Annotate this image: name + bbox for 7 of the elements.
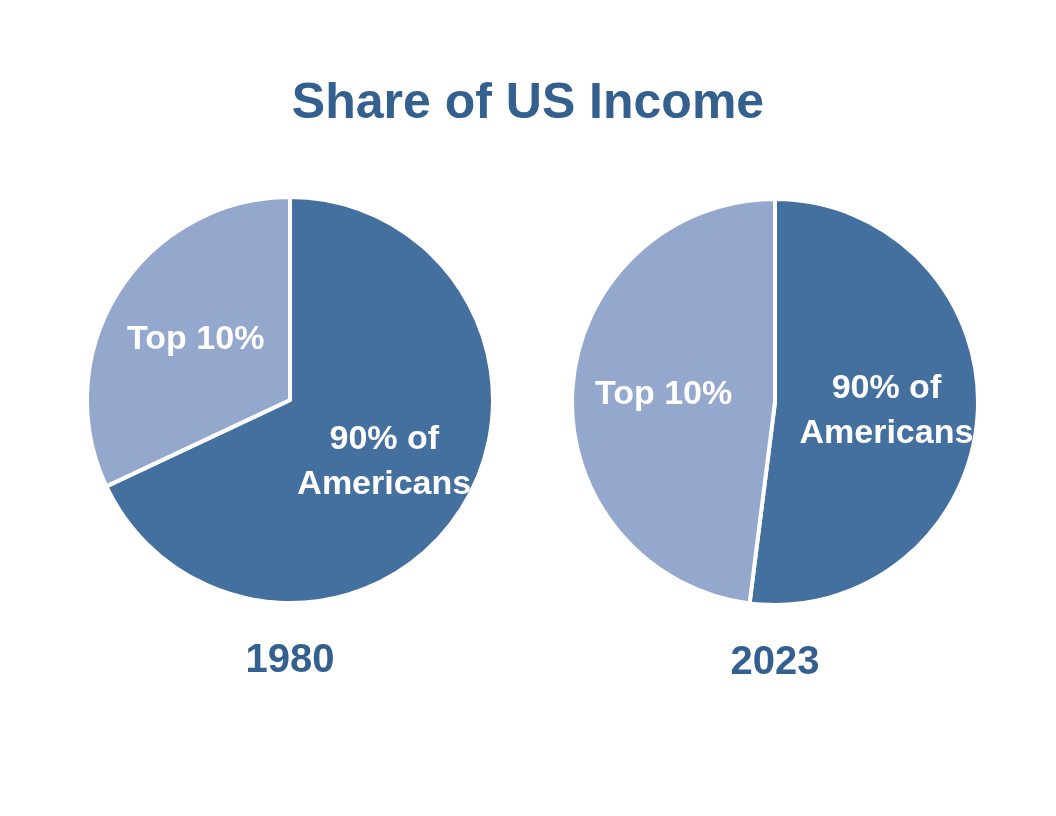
text: 2023 <box>730 637 820 682</box>
slice-label: Top 10% <box>594 372 733 411</box>
slice-label: Top 10% <box>127 318 265 357</box>
slice-label: 90% of Americans <box>297 417 472 501</box>
slice-label: 90% of Americans <box>799 366 974 450</box>
text: 1980 <box>245 635 335 680</box>
chart-title: Share of US Income <box>291 73 765 130</box>
